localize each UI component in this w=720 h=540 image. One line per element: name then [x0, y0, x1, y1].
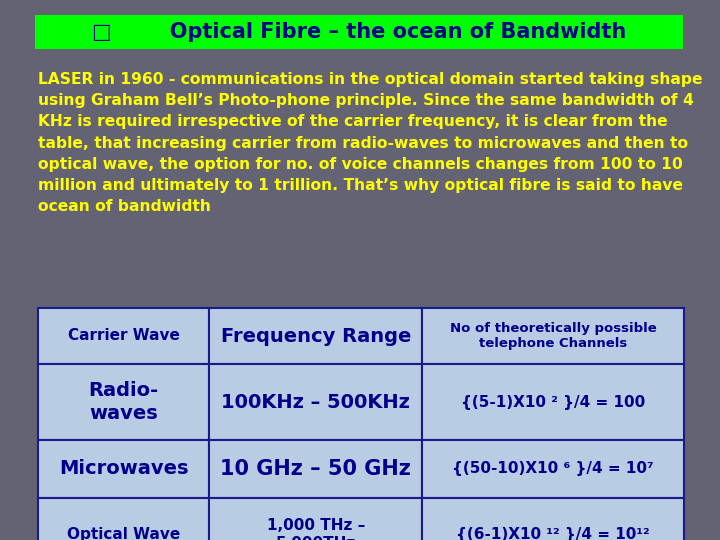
Bar [423, 364, 684, 440]
Bar [423, 498, 684, 540]
Text: Radio-
waves: Radio- waves [89, 381, 158, 423]
Text: No of theoretically possible
telephone Channels: No of theoretically possible telephone C… [450, 322, 657, 350]
Text: LASER in 1960 - communications in the optical domain started taking shape
using : LASER in 1960 - communications in the op… [38, 72, 703, 214]
Bar [38, 308, 210, 364]
Text: Carrier Wave: Carrier Wave [68, 328, 179, 343]
Text: 1,000 THz –
5,000THz: 1,000 THz – 5,000THz [266, 517, 365, 540]
Text: 100KHz – 500KHz: 100KHz – 500KHz [221, 393, 410, 411]
Bar [210, 498, 423, 540]
Bar [38, 498, 210, 540]
Text: {(50-10)X10 ⁶ }/4 = 10⁷: {(50-10)X10 ⁶ }/4 = 10⁷ [452, 462, 654, 476]
Bar [210, 364, 423, 440]
Bar [423, 308, 684, 364]
Text: □        Optical Fibre – the ocean of Bandwidth: □ Optical Fibre – the ocean of Bandwidth [92, 22, 626, 42]
Bar [423, 440, 684, 498]
Bar [210, 440, 423, 498]
Text: Microwaves: Microwaves [59, 460, 189, 478]
Text: {(5-1)X10 ² }/4 = 100: {(5-1)X10 ² }/4 = 100 [461, 395, 645, 409]
Text: 10 GHz – 50 GHz: 10 GHz – 50 GHz [220, 459, 411, 479]
Text: {(6-1)X10 ¹² }/4 = 10¹²: {(6-1)X10 ¹² }/4 = 10¹² [456, 526, 650, 540]
Bar [38, 364, 210, 440]
Text: Optical Wave: Optical Wave [67, 526, 180, 540]
Text: Frequency Range: Frequency Range [220, 327, 411, 346]
Bar [210, 308, 423, 364]
Bar [35, 15, 683, 49]
Bar [38, 440, 210, 498]
